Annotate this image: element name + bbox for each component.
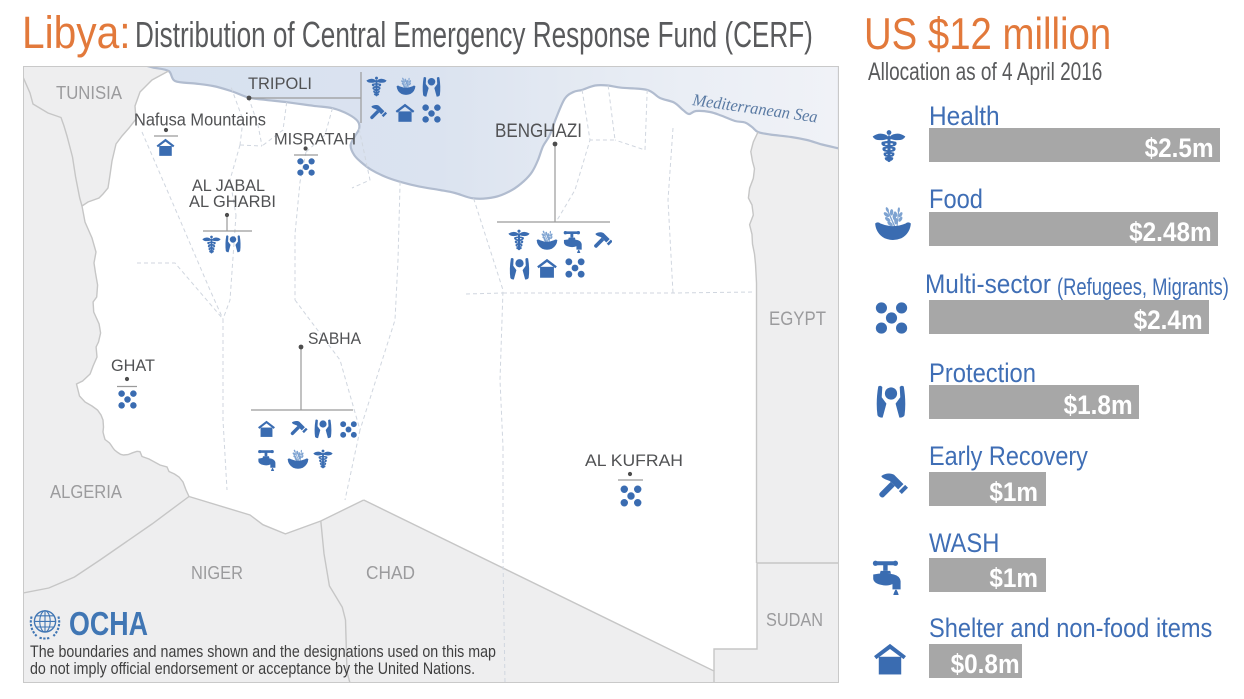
svg-text:ALGERIA: ALGERIA xyxy=(50,482,122,502)
svg-text:TRIPOLI: TRIPOLI xyxy=(248,74,312,93)
svg-text:BENGHAZI: BENGHAZI xyxy=(495,120,582,142)
svg-text:AL JABAL: AL JABAL xyxy=(192,176,265,195)
svg-text:CHAD: CHAD xyxy=(366,563,415,583)
svg-text:EGYPT: EGYPT xyxy=(769,309,826,330)
svg-text:OCHA: OCHA xyxy=(69,608,148,641)
svg-text:MISRATAH: MISRATAH xyxy=(274,130,356,149)
svg-text:Nafusa Mountains: Nafusa Mountains xyxy=(134,110,266,130)
svg-text:TUNISIA: TUNISIA xyxy=(56,83,122,103)
svg-text:GHAT: GHAT xyxy=(111,356,155,375)
svg-text:SABHA: SABHA xyxy=(308,329,362,348)
svg-text:AL KUFRAH: AL KUFRAH xyxy=(585,451,683,470)
svg-text:SUDAN: SUDAN xyxy=(766,610,823,630)
svg-text:AL GHARBI: AL GHARBI xyxy=(189,192,276,211)
svg-text:NIGER: NIGER xyxy=(191,563,243,583)
